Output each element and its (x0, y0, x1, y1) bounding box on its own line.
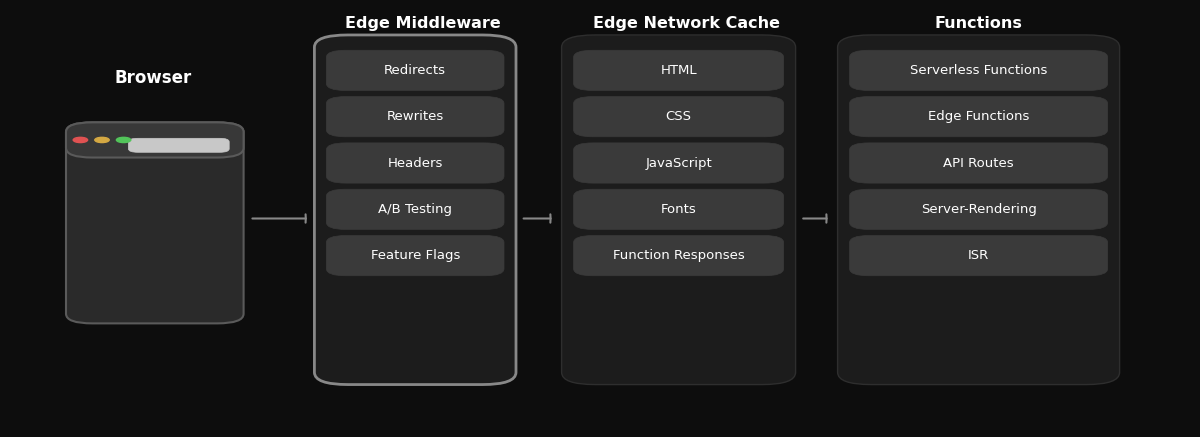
FancyBboxPatch shape (326, 189, 504, 229)
Text: Functions: Functions (934, 16, 1022, 31)
FancyBboxPatch shape (326, 143, 504, 183)
FancyBboxPatch shape (850, 50, 1108, 90)
FancyBboxPatch shape (326, 97, 504, 137)
Text: JavaScript: JavaScript (646, 156, 712, 170)
Text: Function Responses: Function Responses (613, 249, 744, 262)
FancyBboxPatch shape (850, 189, 1108, 229)
Text: Browser: Browser (115, 69, 192, 87)
FancyBboxPatch shape (66, 122, 244, 158)
FancyBboxPatch shape (562, 35, 796, 385)
Text: A/B Testing: A/B Testing (378, 203, 452, 216)
Text: Edge Functions: Edge Functions (928, 110, 1030, 123)
Text: API Routes: API Routes (943, 156, 1014, 170)
FancyBboxPatch shape (66, 122, 244, 323)
Circle shape (73, 137, 88, 142)
FancyBboxPatch shape (574, 143, 784, 183)
FancyBboxPatch shape (128, 138, 229, 153)
FancyBboxPatch shape (574, 189, 784, 229)
FancyBboxPatch shape (326, 236, 504, 276)
Text: Edge Middleware: Edge Middleware (344, 16, 500, 31)
Text: Fonts: Fonts (661, 203, 696, 216)
FancyBboxPatch shape (838, 35, 1120, 385)
FancyBboxPatch shape (850, 97, 1108, 137)
Circle shape (95, 137, 109, 142)
FancyBboxPatch shape (574, 50, 784, 90)
FancyBboxPatch shape (326, 50, 504, 90)
Text: Feature Flags: Feature Flags (371, 249, 460, 262)
FancyBboxPatch shape (574, 236, 784, 276)
Circle shape (116, 137, 131, 142)
Text: Edge Network Cache: Edge Network Cache (593, 16, 780, 31)
Text: ISR: ISR (968, 249, 989, 262)
FancyBboxPatch shape (850, 143, 1108, 183)
FancyBboxPatch shape (574, 97, 784, 137)
Text: Serverless Functions: Serverless Functions (910, 64, 1048, 77)
Text: HTML: HTML (660, 64, 697, 77)
Text: Headers: Headers (388, 156, 443, 170)
FancyBboxPatch shape (850, 236, 1108, 276)
Text: Server-Rendering: Server-Rendering (920, 203, 1037, 216)
Text: Redirects: Redirects (384, 64, 446, 77)
FancyBboxPatch shape (314, 35, 516, 385)
Text: CSS: CSS (666, 110, 691, 123)
Text: Rewrites: Rewrites (386, 110, 444, 123)
